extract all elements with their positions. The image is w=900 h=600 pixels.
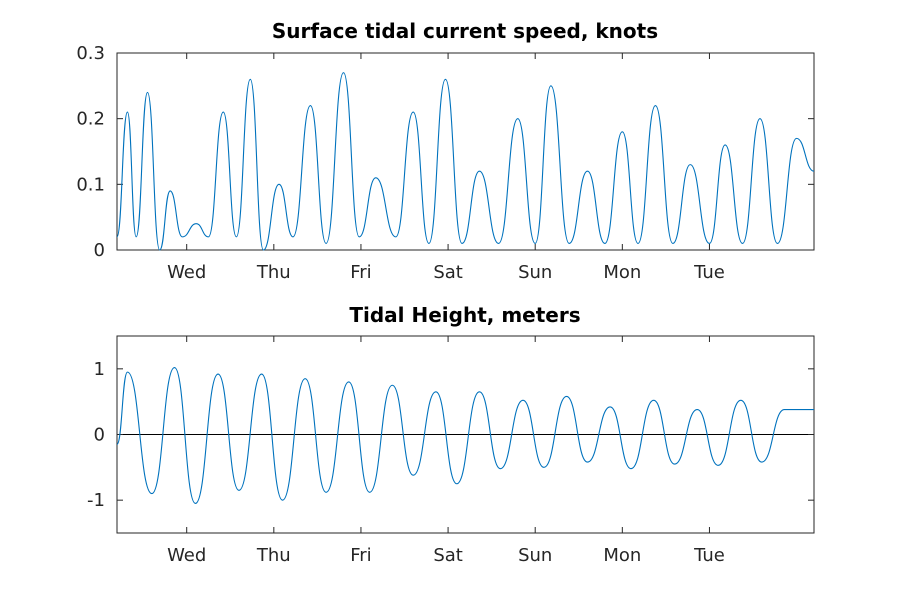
current-speed-y-tick-label: 0.1	[76, 174, 105, 195]
tidal-height-x-tick-label: Sat	[433, 545, 463, 566]
tidal-height-x-tick-label: Wed	[167, 545, 206, 566]
tidal-height-ticks: Wed Thu Fri Sat Sun Mon Tue -1 0 1	[87, 336, 814, 566]
current-speed-y-tick-label: 0.3	[76, 43, 105, 64]
tidal-height-x-tick-label: Tue	[693, 545, 725, 566]
current-speed-y-tick-label: 0	[94, 240, 105, 261]
current-speed-line	[116, 72, 815, 251]
current-speed-ticks: Wed Thu Fri Sat Sun Mon Tue 0 0.1 0.2 0.3	[76, 43, 814, 283]
tidal-height-y-tick-label: -1	[87, 490, 105, 511]
tidal-height-x-tick-label: Sun	[518, 545, 552, 566]
current-speed-title: Surface tidal current speed, knots	[272, 19, 658, 43]
tidal-height-title: Tidal Height, meters	[349, 303, 580, 327]
current-speed-axes	[116, 52, 815, 251]
tidal-height-x-tick-label: Thu	[256, 545, 291, 566]
current-speed-x-tick-label: Fri	[350, 262, 371, 283]
current-speed-x-tick-label: Mon	[603, 262, 641, 283]
current-speed-y-tick-label: 0.2	[76, 109, 105, 130]
tidal-height-x-tick-label: Mon	[603, 545, 641, 566]
current-speed-x-tick-label: Sun	[518, 262, 552, 283]
tidal-height-x-tick-label: Fri	[350, 545, 371, 566]
tidal-height-y-tick-label: 1	[94, 359, 105, 380]
current-speed-x-tick-label: Tue	[693, 262, 725, 283]
current-speed-x-tick-label: Thu	[256, 262, 291, 283]
current-speed-x-tick-label: Wed	[167, 262, 206, 283]
tidal-height-line	[116, 366, 814, 505]
tidal-height-chart: Tidal Height, meters Wed Thu Fri Sat Sun Mon T…	[87, 303, 815, 566]
current-speed-chart: Surface tidal current speed, knots Wed Th…	[76, 19, 815, 283]
current-speed-x-tick-label: Sat	[433, 262, 463, 283]
tidal-height-y-tick-label: 0	[94, 425, 105, 446]
